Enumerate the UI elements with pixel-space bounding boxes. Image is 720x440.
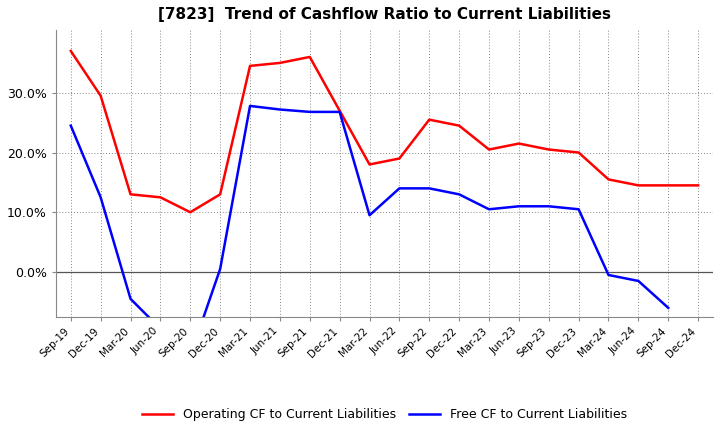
Operating CF to Current Liabilities: [246, 63, 254, 69]
Operating CF to Current Liabilities: [515, 141, 523, 146]
Free CF to Current Liabilities: [485, 207, 493, 212]
Free CF to Current Liabilities: [126, 296, 135, 301]
Free CF to Current Liabilities: [186, 353, 194, 358]
Operating CF to Current Liabilities: [455, 123, 464, 128]
Free CF to Current Liabilities: [246, 103, 254, 109]
Free CF to Current Liabilities: [664, 305, 672, 311]
Operating CF to Current Liabilities: [425, 117, 433, 122]
Operating CF to Current Liabilities: [694, 183, 703, 188]
Free CF to Current Liabilities: [365, 213, 374, 218]
Free CF to Current Liabilities: [305, 109, 314, 114]
Free CF to Current Liabilities: [276, 107, 284, 112]
Operating CF to Current Liabilities: [365, 162, 374, 167]
Operating CF to Current Liabilities: [126, 192, 135, 197]
Operating CF to Current Liabilities: [216, 192, 225, 197]
Operating CF to Current Liabilities: [336, 108, 344, 114]
Free CF to Current Liabilities: [634, 279, 643, 284]
Line: Operating CF to Current Liabilities: Operating CF to Current Liabilities: [71, 51, 698, 212]
Free CF to Current Liabilities: [156, 326, 165, 331]
Operating CF to Current Liabilities: [305, 54, 314, 59]
Free CF to Current Liabilities: [575, 207, 583, 212]
Operating CF to Current Liabilities: [395, 156, 404, 161]
Operating CF to Current Liabilities: [664, 183, 672, 188]
Free CF to Current Liabilities: [544, 204, 553, 209]
Free CF to Current Liabilities: [336, 109, 344, 114]
Operating CF to Current Liabilities: [634, 183, 643, 188]
Operating CF to Current Liabilities: [485, 147, 493, 152]
Operating CF to Current Liabilities: [66, 48, 75, 54]
Legend: Operating CF to Current Liabilities, Free CF to Current Liabilities: Operating CF to Current Liabilities, Fre…: [137, 403, 632, 426]
Operating CF to Current Liabilities: [156, 194, 165, 200]
Title: [7823]  Trend of Cashflow Ratio to Current Liabilities: [7823] Trend of Cashflow Ratio to Curren…: [158, 7, 611, 22]
Line: Free CF to Current Liabilities: Free CF to Current Liabilities: [71, 106, 668, 356]
Operating CF to Current Liabilities: [604, 177, 613, 182]
Operating CF to Current Liabilities: [276, 60, 284, 66]
Free CF to Current Liabilities: [455, 192, 464, 197]
Operating CF to Current Liabilities: [186, 209, 194, 215]
Free CF to Current Liabilities: [96, 194, 105, 200]
Free CF to Current Liabilities: [515, 204, 523, 209]
Operating CF to Current Liabilities: [544, 147, 553, 152]
Free CF to Current Liabilities: [604, 272, 613, 278]
Free CF to Current Liabilities: [66, 123, 75, 128]
Free CF to Current Liabilities: [425, 186, 433, 191]
Free CF to Current Liabilities: [216, 266, 225, 271]
Operating CF to Current Liabilities: [96, 93, 105, 99]
Free CF to Current Liabilities: [395, 186, 404, 191]
Operating CF to Current Liabilities: [575, 150, 583, 155]
